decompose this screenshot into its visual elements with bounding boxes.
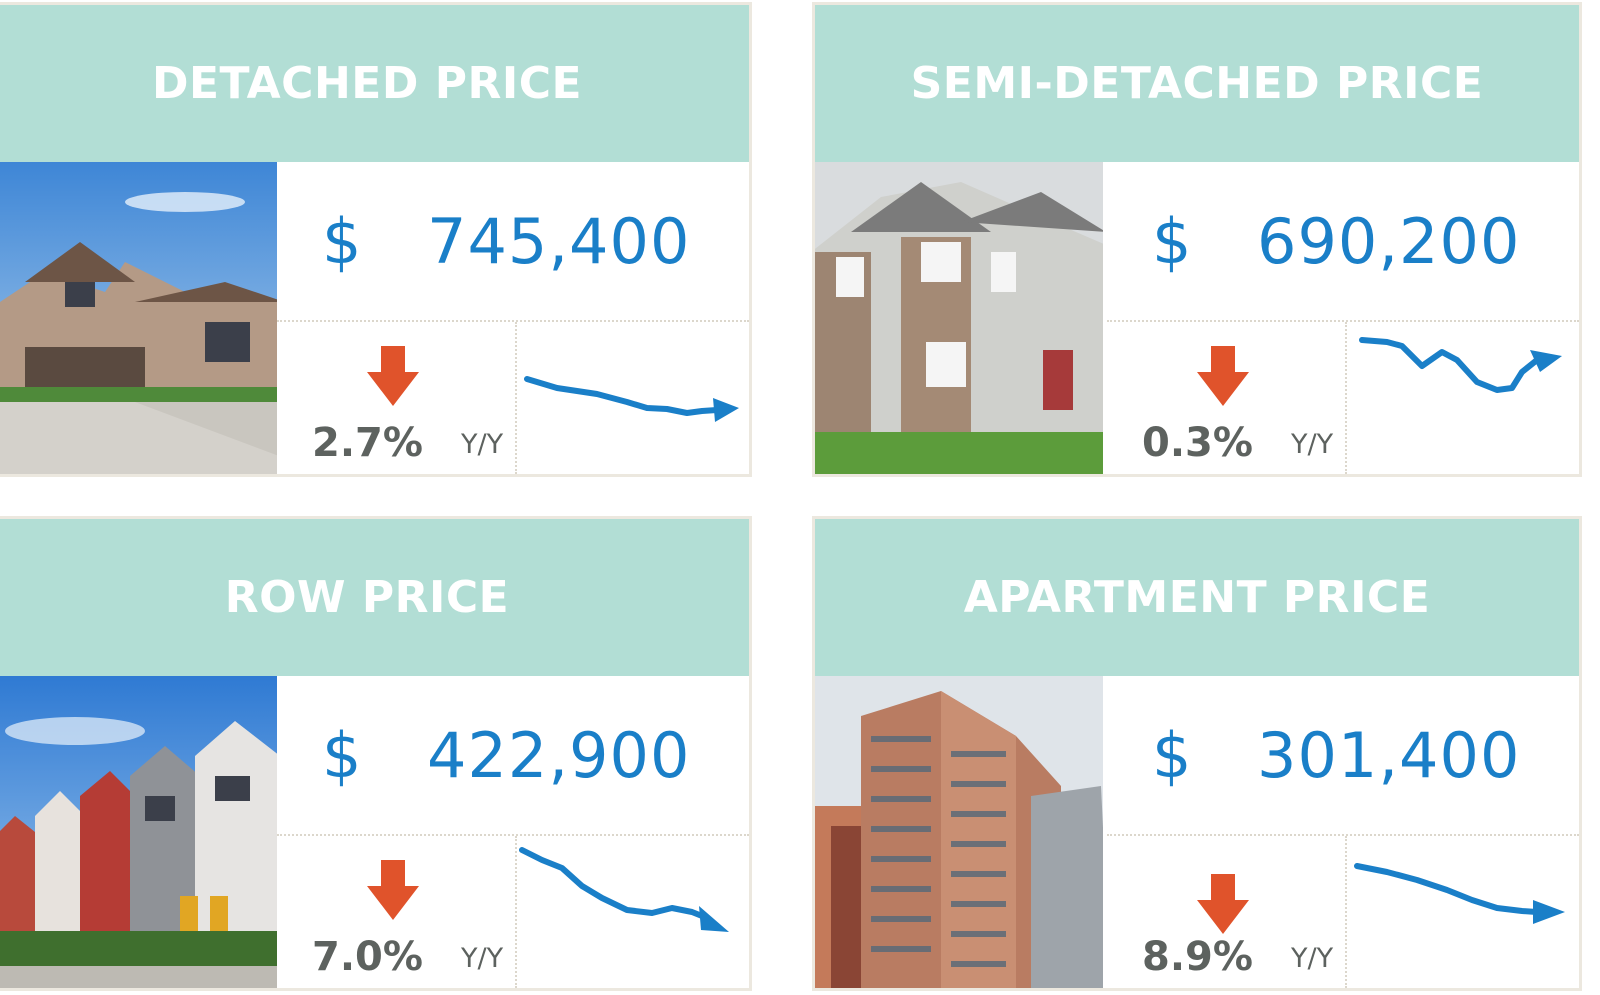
change-percent: 8.9% [1142, 934, 1253, 980]
trend-arrow-icon [1359, 337, 1562, 393]
trend-sparkline [1347, 322, 1579, 474]
apartment-price-card: APARTMENT PRICE [812, 516, 1582, 991]
card-title: APARTMENT PRICE [963, 572, 1431, 623]
price-amount: 745,400 [427, 204, 691, 278]
semi-detached-house-photo [815, 162, 1103, 474]
trend-arrow-icon [1354, 863, 1565, 924]
row-price-card: ROW PRICE $ 422,900 [0, 516, 752, 991]
yoy-change: 8.9% Y/Y [1107, 836, 1347, 988]
change-unit: Y/Y [1291, 429, 1334, 460]
currency-symbol: $ [322, 204, 363, 278]
price-amount: 690,200 [1257, 204, 1521, 278]
detached-price-card: DETACHED PRICE $ 745,400 [0, 2, 752, 477]
change-percent: 7.0% [312, 934, 423, 980]
card-header: ROW PRICE [0, 519, 749, 676]
currency-symbol: $ [322, 718, 363, 792]
price-value: $ 690,200 [1107, 162, 1579, 322]
down-arrow-icon [1197, 874, 1249, 934]
card-header: APARTMENT PRICE [815, 519, 1579, 676]
change-unit: Y/Y [1291, 943, 1334, 974]
price-amount: 422,900 [427, 718, 691, 792]
apartment-building-photo [815, 676, 1103, 988]
row-houses-photo [0, 676, 277, 988]
change-unit: Y/Y [461, 429, 504, 460]
card-title: SEMI-DETACHED PRICE [910, 58, 1484, 109]
trend-sparkline [1347, 836, 1579, 988]
yoy-change: 0.3% Y/Y [1107, 322, 1347, 474]
change-percent: 0.3% [1142, 420, 1253, 466]
price-amount: 301,400 [1257, 718, 1521, 792]
trend-arrow-icon [519, 847, 729, 932]
currency-symbol: $ [1152, 718, 1193, 792]
change-percent: 2.7% [312, 420, 423, 466]
trend-sparkline [517, 322, 749, 474]
trend-sparkline [517, 836, 749, 988]
price-value: $ 422,900 [277, 676, 749, 836]
detached-house-photo [0, 162, 277, 474]
down-arrow-icon [367, 860, 419, 920]
trend-arrow-icon [524, 376, 739, 422]
card-header: SEMI-DETACHED PRICE [815, 5, 1579, 162]
card-title: DETACHED PRICE [151, 58, 583, 109]
yoy-change: 2.7% Y/Y [277, 322, 517, 474]
card-header: DETACHED PRICE [0, 5, 749, 162]
down-arrow-icon [367, 346, 419, 406]
currency-symbol: $ [1152, 204, 1193, 278]
card-title: ROW PRICE [224, 572, 510, 623]
semi-detached-price-card: SEMI-DETACHED PRICE $ 690,200 0.3% Y/Y [812, 2, 1582, 477]
price-value: $ 301,400 [1107, 676, 1579, 836]
yoy-change: 7.0% Y/Y [277, 836, 517, 988]
change-unit: Y/Y [461, 943, 504, 974]
price-value: $ 745,400 [277, 162, 749, 322]
down-arrow-icon [1197, 346, 1249, 406]
